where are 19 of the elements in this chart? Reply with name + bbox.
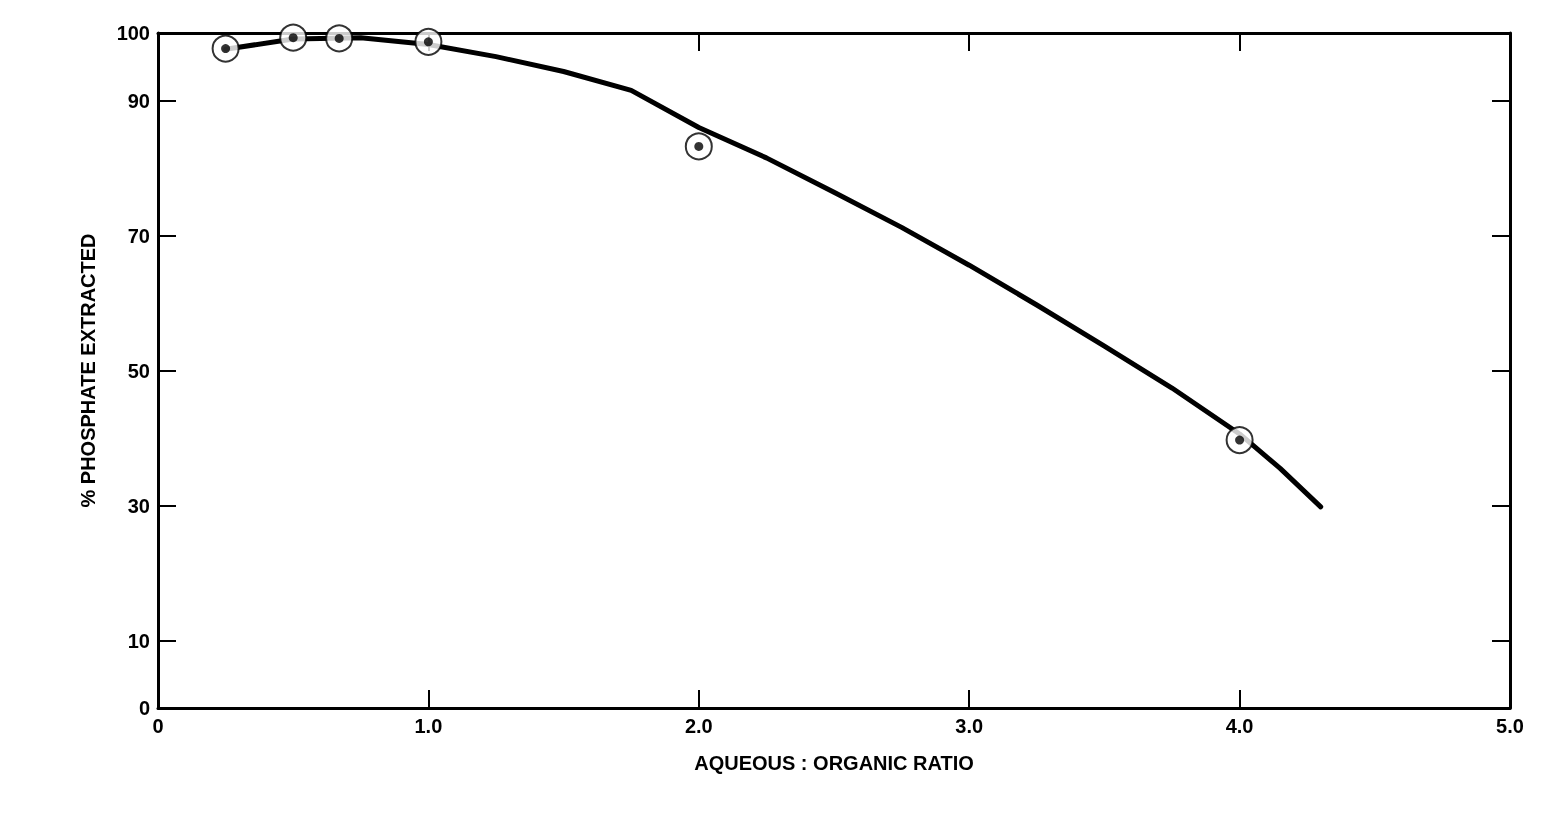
point [1225,426,1254,455]
point [684,132,713,161]
point [414,27,443,56]
y-tick-label: 70 [127,224,150,247]
x-axis-title: AQUEOUS : ORGANIC RATIO [694,752,974,774]
x-tick-label: 2.0 [684,715,713,737]
x-tick-label: 5.0 [1496,715,1524,737]
y-tick-label: 10 [127,629,150,652]
x-tick-label: 4.0 [1225,715,1254,737]
y-axis-title: % PHOSPHATE EXTRACTED [77,233,99,508]
x-tick-label: 0 [152,715,164,737]
y-tick-label: 90 [127,89,150,112]
point [325,24,354,53]
x-tick-label: 1.0 [414,715,443,737]
y-tick-label: 30 [127,494,150,517]
y-tick-label: 0 [138,697,150,719]
y-tick-label: 50 [127,359,150,382]
y-tick-label: 100 [116,22,150,44]
x-tick-label: 3.0 [955,715,984,737]
